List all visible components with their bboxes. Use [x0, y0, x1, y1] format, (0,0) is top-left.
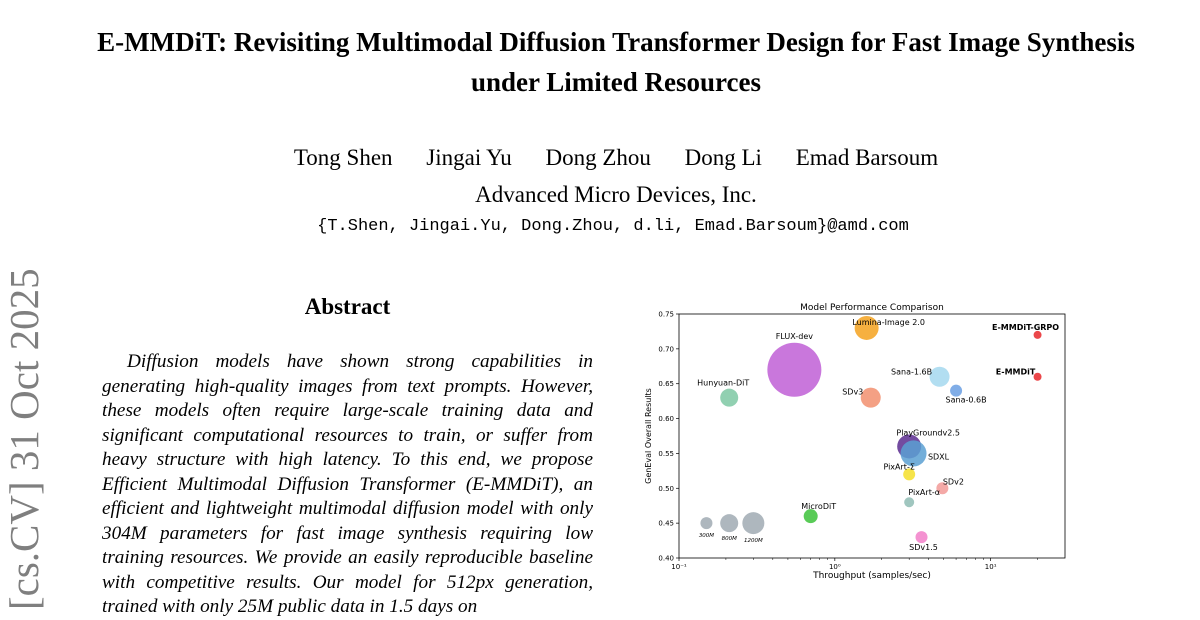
author-name: Emad Barsoum [795, 145, 939, 170]
data-point [860, 387, 881, 408]
author-name: Tong Shen [293, 145, 393, 170]
y-axis-label: GenEval Overall Results [644, 388, 653, 484]
point-label: SDv1.5 [909, 543, 938, 552]
data-point [904, 497, 915, 508]
author-name: Dong Li [684, 145, 762, 170]
y-tick-label: 0.65 [658, 380, 674, 388]
point-label: PlayGroundv2.5 [896, 428, 960, 437]
y-tick-label: 0.55 [658, 450, 674, 458]
point-label: E-MMDiT [996, 368, 1036, 377]
data-point [854, 315, 879, 340]
data-point [915, 531, 928, 544]
y-tick-label: 0.50 [658, 485, 674, 493]
y-tick-label: 0.75 [658, 311, 674, 319]
point-label: MicroDiT [801, 502, 836, 511]
size-legend-label: 1200M [744, 538, 763, 544]
chart-svg: Model Performance Comparison Throughput (… [644, 303, 1066, 581]
y-tick-label: 0.45 [658, 520, 674, 528]
abstract-text: Diffusion models have shown strong capab… [102, 351, 593, 617]
point-label: SDv2 [943, 477, 964, 486]
author-list: Tong Shen Jingai Yu Dong Zhou Dong Li Em… [0, 143, 1200, 173]
size-legend-label: 800M [722, 536, 737, 542]
data-point [936, 482, 949, 495]
abstract-heading: Abstract [304, 294, 391, 319]
author-name: Jingai Yu [426, 145, 512, 170]
data-point [950, 384, 963, 397]
point-label: PixArt-Σ [883, 462, 914, 471]
point-label: FLUX-dev [776, 332, 813, 341]
data-point [720, 388, 739, 407]
point-label: Sana-1.6B [891, 368, 932, 377]
performance-chart: Model Performance Comparison Throughput (… [644, 300, 1075, 581]
size-legend-bubble [742, 512, 765, 535]
point-label: PixArt-α [908, 488, 940, 497]
data-point [900, 440, 927, 467]
point-label: Hunyuan-DiT [697, 379, 749, 388]
size-legend-bubble [720, 514, 739, 533]
y-tick-label: 0.60 [658, 415, 674, 423]
paper-title: E-MMDiT: Revisiting Multimodal Diffusion… [97, 27, 1135, 97]
data-point [1033, 372, 1042, 381]
size-legend-bubble [700, 517, 713, 530]
author-name: Dong Zhou [545, 145, 651, 170]
x-tick-label: 10⁰ [829, 563, 841, 571]
author-emails: {T.Shen, Jingai.Yu, Dong.Zhou, d.li, Ema… [317, 217, 909, 236]
data-point [903, 468, 916, 481]
point-label: Sana-0.6B [946, 396, 987, 405]
point-label: SDv3 [842, 388, 863, 397]
arxiv-stamp: [cs.CV] 31 Oct 2025 [1, 268, 47, 610]
data-point [803, 509, 818, 524]
affiliation: Advanced Micro Devices, Inc. [475, 182, 757, 207]
point-label: Lumina-Image 2.0 [852, 318, 925, 327]
data-point [929, 366, 950, 387]
data-point [1033, 330, 1042, 339]
x-tick-label: 10⁻¹ [671, 563, 687, 571]
x-tick-label: 10¹ [985, 563, 997, 571]
point-label: SDXL [928, 452, 950, 461]
y-tick-label: 0.40 [658, 555, 674, 563]
y-tick-label: 0.70 [658, 345, 674, 353]
data-point [767, 342, 822, 397]
point-label: E-MMDiT-GRPO [992, 323, 1059, 332]
chart-title: Model Performance Comparison [800, 303, 944, 313]
size-legend-label: 300M [699, 533, 714, 539]
plot-frame [678, 313, 1066, 559]
x-axis-label: Throughput (samples/sec) [812, 571, 931, 581]
